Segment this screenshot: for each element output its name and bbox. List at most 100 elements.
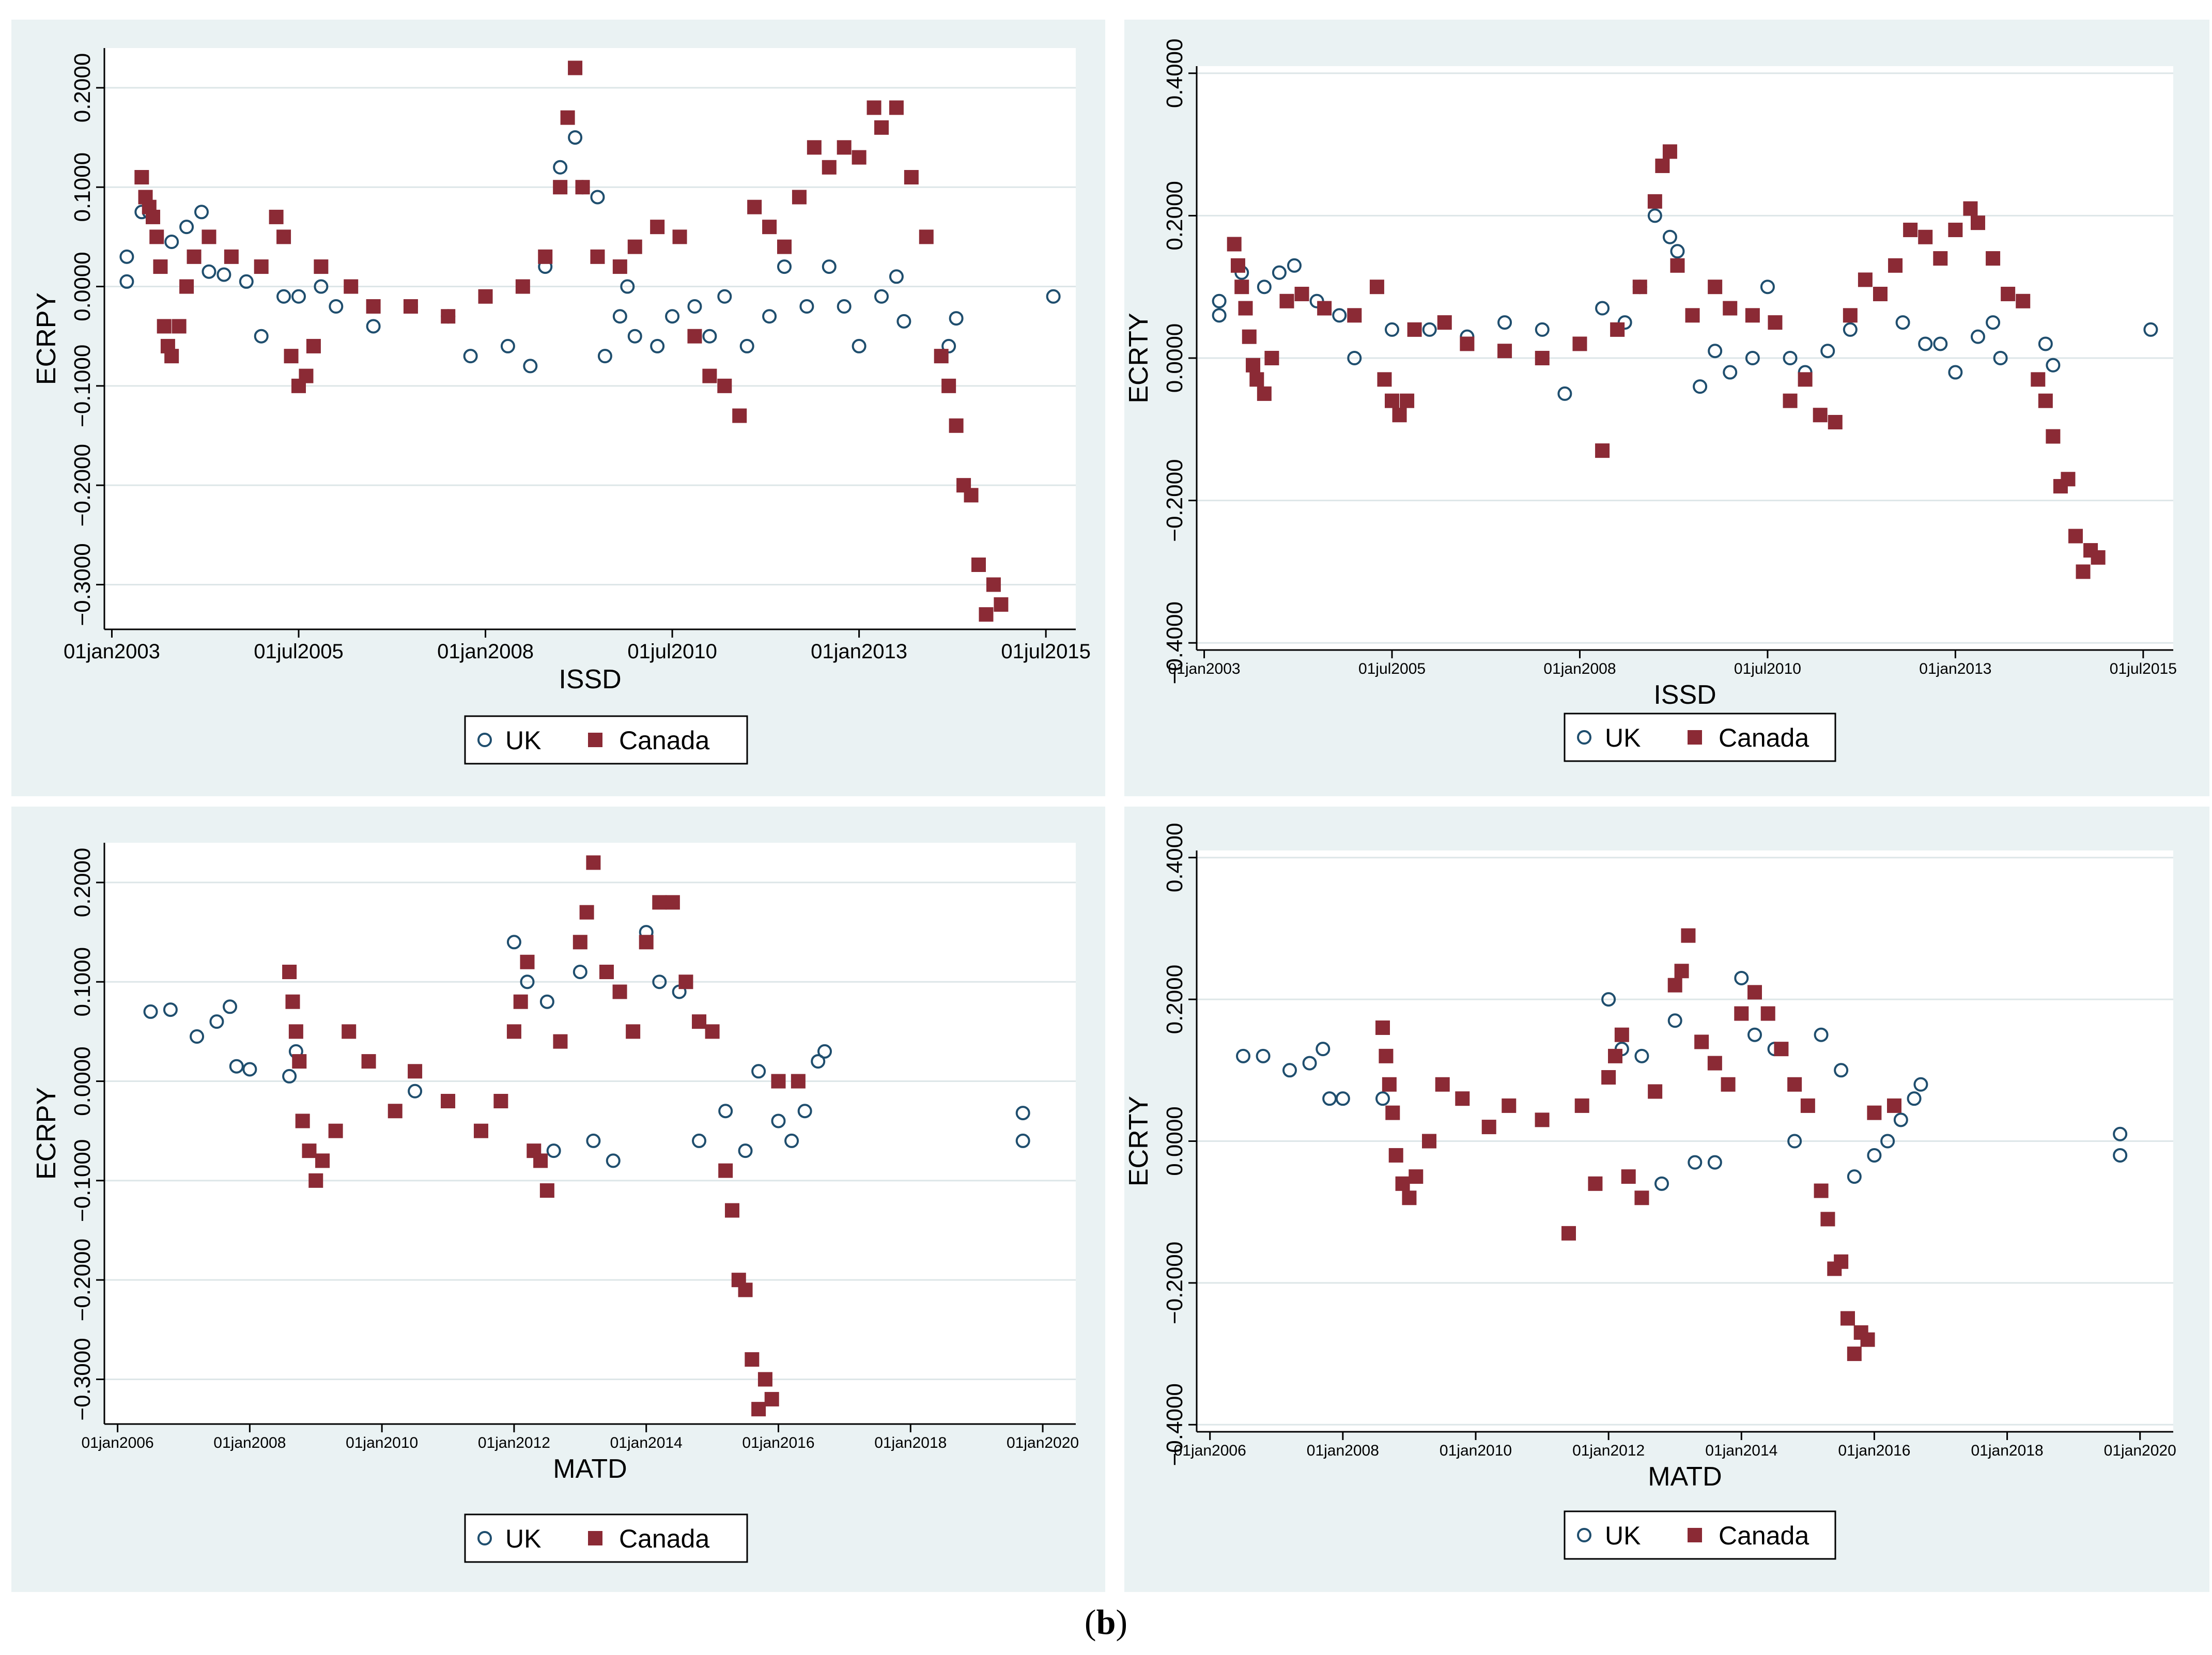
chart-matd-ecrty: 0.40000.20000.0000−0.2000−0.400001jan200… (1124, 823, 2176, 1560)
plot-area (104, 48, 1076, 629)
canada-point (1435, 1077, 1450, 1092)
canada-point (1783, 393, 1798, 408)
canada-point (164, 349, 179, 364)
y-axis-title: ECRTY (1124, 313, 1154, 403)
uk-point (702, 329, 717, 344)
canada-point (1774, 1042, 1789, 1057)
canada-point (202, 229, 216, 244)
y-tick-label: 0.2000 (70, 53, 95, 123)
canada-point (1798, 372, 1813, 387)
canada-point (1820, 1212, 1835, 1227)
canada-point (328, 1123, 343, 1138)
canada-point (1986, 251, 2001, 266)
x-tick-label: 01jan2008 (1543, 660, 1616, 677)
uk-point (777, 259, 792, 274)
uk-point (751, 1064, 766, 1079)
canada-point (687, 329, 702, 344)
y-tick-label: −0.2000 (1162, 1242, 1187, 1324)
x-tick-label: 01jan2014 (610, 1434, 683, 1451)
canada-point (1385, 1105, 1400, 1120)
uk-point (1375, 1091, 1390, 1106)
x-tick-label: 01jan2020 (1007, 1434, 1079, 1451)
x-tick-label: 01jan2010 (1440, 1442, 1512, 1459)
canada-point (971, 558, 986, 572)
canada-point (1402, 1190, 1417, 1205)
uk-point (762, 309, 777, 324)
uk-point (408, 1084, 423, 1099)
canada-point (627, 239, 642, 254)
canada-point (852, 150, 867, 165)
x-tick-label: 01jan2008 (213, 1434, 286, 1451)
uk-point (1867, 1148, 1882, 1163)
canada-point (1667, 978, 1682, 993)
uk-point (692, 1133, 707, 1148)
canada-point (1933, 251, 1948, 266)
canada-point (315, 1153, 330, 1168)
uk-point (1948, 365, 1963, 380)
x-tick-label: 01jan2013 (1919, 660, 1991, 677)
y-tick-label: 0.4000 (1162, 38, 1187, 108)
canada-point (665, 895, 680, 910)
canada-point (1392, 408, 1407, 423)
canada-point (2031, 372, 2046, 387)
uk-point (1332, 308, 1347, 323)
canada-point (807, 140, 822, 155)
y-tick-label: −0.2000 (1162, 459, 1187, 542)
x-axis-title: MATD (553, 1454, 627, 1484)
uk-point (620, 279, 635, 294)
y-tick-label: −0.4000 (1162, 1383, 1187, 1466)
canada-point (672, 229, 687, 244)
canada-point (1694, 1034, 1709, 1049)
uk-point (500, 338, 515, 353)
canada-point (314, 259, 329, 274)
canada-point (1561, 1226, 1576, 1241)
uk-point (1347, 351, 1362, 365)
uk-point (1287, 258, 1302, 273)
canada-point (1843, 308, 1858, 323)
canada-point (302, 1143, 317, 1158)
canada-point (1535, 351, 1550, 365)
legend-canada-label: Canada (619, 1524, 709, 1553)
canada-point (366, 299, 381, 314)
canada-point (1721, 1077, 1736, 1092)
canada-point (986, 577, 1001, 592)
canada-point (1840, 1311, 1855, 1326)
canada-point (1595, 443, 1610, 458)
canada-point (254, 259, 269, 274)
canada-point (757, 1372, 772, 1387)
canada-point (1814, 1183, 1829, 1198)
uk-point (1708, 344, 1723, 359)
uk-point (1535, 322, 1550, 337)
canada-point (1707, 1056, 1722, 1071)
uk-point (612, 309, 627, 324)
x-tick-label: 01jan2018 (1971, 1442, 2043, 1459)
canada-point (1681, 928, 1696, 943)
y-tick-label: 0.2000 (1162, 181, 1187, 251)
canada-point (1760, 1006, 1775, 1021)
uk-point (1893, 1112, 1908, 1127)
canada-point (553, 1034, 568, 1049)
canada-point (1317, 301, 1332, 316)
y-tick-label: 0.2000 (1162, 965, 1187, 1034)
canada-point (1460, 336, 1475, 351)
chart-panel-matd-ecrty: 0.4000 0.2000 0.0000 −0.2000 −0.4000 01jan200… (1124, 807, 2209, 1592)
canada-point (586, 855, 601, 870)
uk-point (1986, 315, 2001, 330)
y-tick-label: −0.1000 (70, 345, 95, 427)
canada-point (1574, 1098, 1589, 1113)
uk-point (1993, 351, 2008, 365)
uk-point (1335, 1091, 1350, 1106)
uk-point (291, 289, 306, 304)
uk-point (650, 338, 665, 353)
x-tick-label: 01jan2003 (64, 640, 160, 663)
canada-point (1632, 280, 1647, 295)
uk-point (1723, 365, 1738, 380)
uk-point (889, 269, 904, 284)
uk-point (1302, 1056, 1317, 1071)
uk-point (520, 975, 535, 989)
canada-point (506, 1024, 521, 1039)
x-tick-label: 01jan2006 (82, 1434, 154, 1451)
canada-point (692, 1014, 707, 1029)
uk-point (209, 1014, 224, 1029)
uk-point (1422, 322, 1437, 337)
